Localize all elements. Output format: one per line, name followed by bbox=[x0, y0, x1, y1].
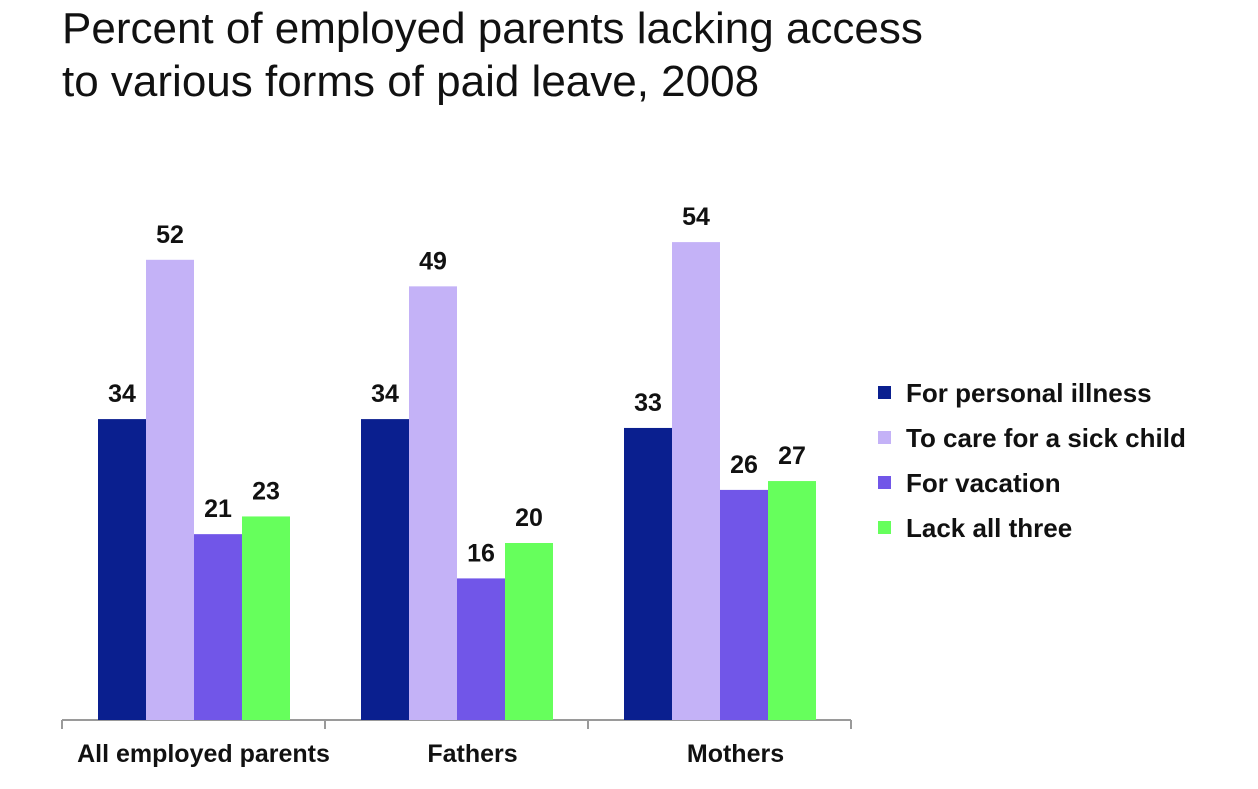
x-tick-label: Mothers bbox=[687, 740, 784, 768]
data-label: 16 bbox=[467, 539, 495, 567]
chart-title-line-2: to various forms of paid leave, 2008 bbox=[62, 57, 760, 106]
data-label: 26 bbox=[730, 451, 758, 479]
data-label: 49 bbox=[419, 247, 447, 275]
legend-label: To care for a sick child bbox=[906, 423, 1186, 453]
bar bbox=[361, 419, 409, 720]
x-tick-label: Fathers bbox=[427, 740, 517, 768]
bar bbox=[624, 427, 672, 720]
data-label: 33 bbox=[634, 389, 662, 417]
bar bbox=[505, 543, 553, 720]
bar bbox=[146, 259, 194, 720]
legend-label: For vacation bbox=[906, 468, 1061, 498]
data-label: 27 bbox=[778, 442, 806, 470]
chart-title: Percent of employed parents lacking acce… bbox=[62, 2, 1022, 108]
bar bbox=[720, 489, 768, 720]
bar bbox=[672, 242, 720, 720]
bar bbox=[242, 516, 290, 720]
legend-swatch bbox=[878, 476, 891, 489]
legend-label: Lack all three bbox=[906, 513, 1072, 543]
chart-title-line-1: Percent of employed parents lacking acce… bbox=[62, 4, 923, 53]
data-label: 34 bbox=[371, 380, 399, 408]
legend-swatch bbox=[878, 386, 891, 399]
data-label: 20 bbox=[515, 504, 543, 532]
bar bbox=[194, 534, 242, 720]
data-label: 23 bbox=[252, 477, 280, 505]
legend-swatch bbox=[878, 431, 891, 444]
bar bbox=[409, 286, 457, 720]
legend-swatch bbox=[878, 521, 891, 534]
data-label: 54 bbox=[682, 203, 710, 231]
data-label: 34 bbox=[108, 380, 136, 408]
bar bbox=[98, 419, 146, 720]
bar bbox=[457, 578, 505, 720]
bar bbox=[768, 481, 816, 720]
legend-label: For personal illness bbox=[906, 378, 1152, 408]
x-tick-label: All employed parents bbox=[77, 740, 330, 768]
data-label: 52 bbox=[156, 221, 184, 249]
data-label: 21 bbox=[204, 495, 232, 523]
